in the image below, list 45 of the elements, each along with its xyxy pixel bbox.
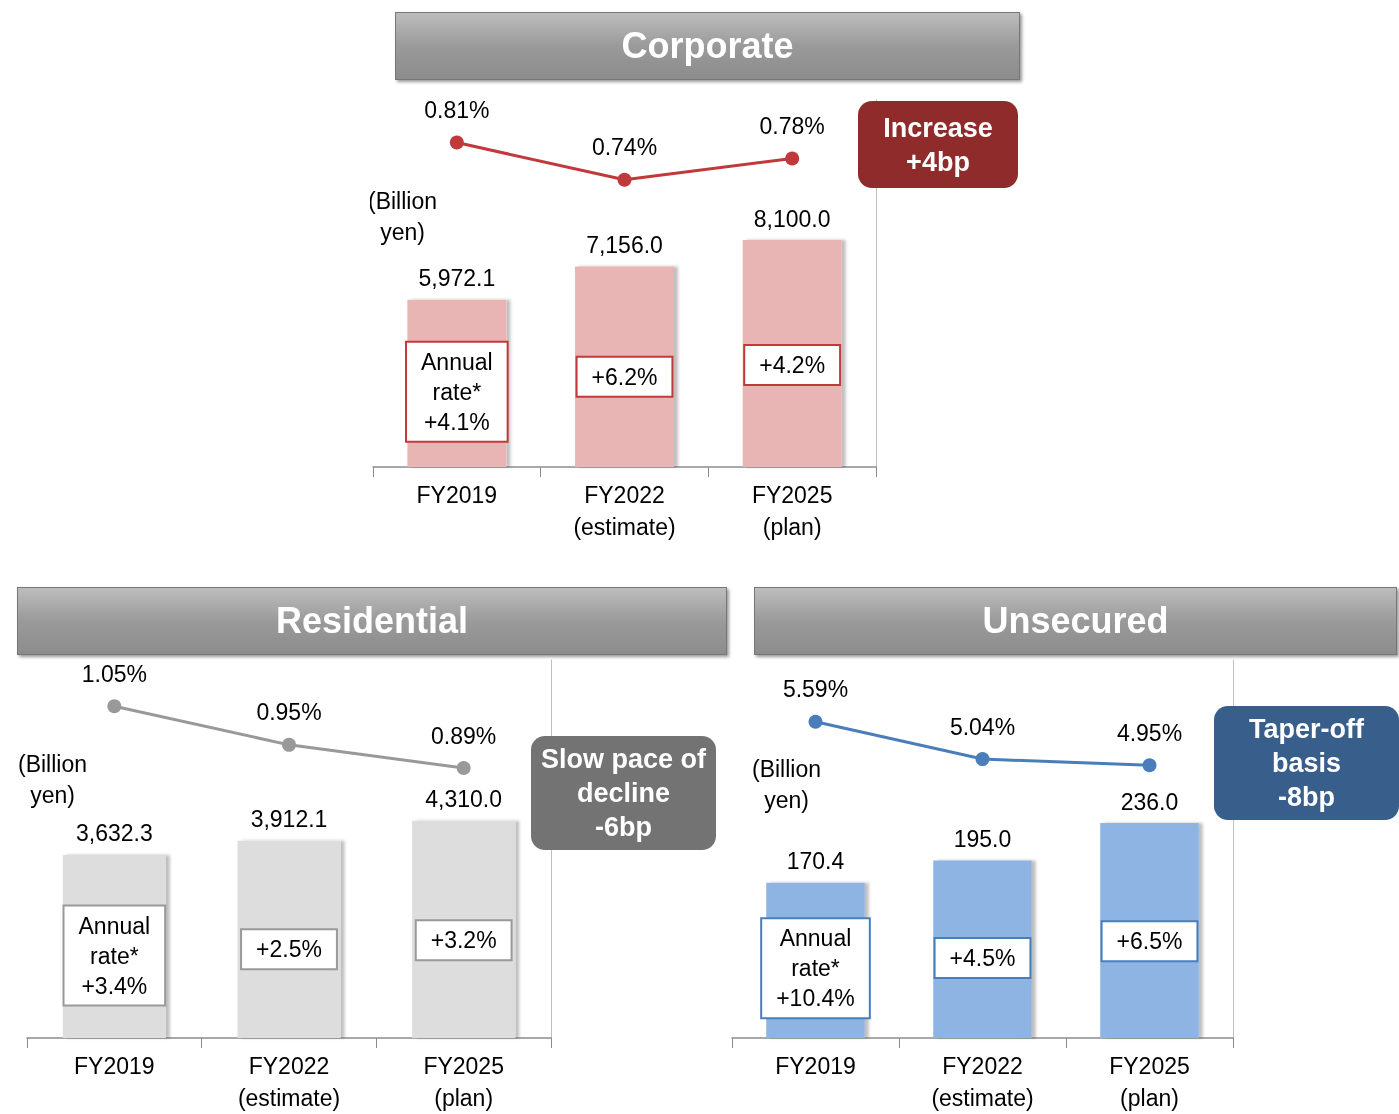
x-tick-label: FY2022 (estimate) <box>931 1053 1034 1111</box>
y-axis-title: (Billion yen) <box>18 750 88 808</box>
data-label: 195.0 <box>953 825 1012 852</box>
data-label: 8,100.0 <box>753 205 831 232</box>
data-label: 1.05% <box>81 660 147 687</box>
y-axis-title: (Billion yen) <box>752 755 822 813</box>
data-label: 0.78% <box>759 113 825 140</box>
data-label: 5,972.1 <box>418 265 496 292</box>
x-tick-label: FY2025 (plan) <box>1109 1053 1190 1111</box>
data-label: 5.04% <box>949 713 1016 740</box>
x-tick-label: FY2022 (estimate) <box>573 482 676 540</box>
annotation: Annual rate* +3.4% <box>78 912 151 999</box>
data-label: 0.95% <box>256 699 322 726</box>
data-label: 5.59% <box>782 676 849 703</box>
annotation: +6.5% <box>1116 928 1183 955</box>
data-label: 0.81% <box>424 97 490 124</box>
data-label: 170.4 <box>786 848 845 875</box>
data-label: 4.95% <box>1116 719 1183 746</box>
x-tick-label: FY2019 <box>775 1053 856 1079</box>
x-tick-label: FY2022 (estimate) <box>237 1053 341 1111</box>
data-label: 3,912.1 <box>250 806 328 833</box>
annotation: +4.5% <box>949 945 1016 972</box>
data-label: 4,310.0 <box>425 786 503 813</box>
annotation: Annual rate* +4.1% <box>421 348 493 435</box>
y-axis-title: (Billion yen) <box>368 187 438 245</box>
annotation: Annual rate* +10.4% <box>776 925 855 1012</box>
text: Increase +4bp <box>858 101 1018 188</box>
data-label: 0.89% <box>431 722 497 749</box>
annotation: +3.2% <box>430 927 497 954</box>
text: Taper-off basis -8bp <box>1214 706 1399 820</box>
chart-title: Residential <box>17 587 727 655</box>
data-label: 0.74% <box>591 134 658 161</box>
data-label: 7,156.0 <box>586 232 663 259</box>
annotation: +6.2% <box>591 363 658 390</box>
data-label: 236.0 <box>1120 788 1179 815</box>
annotation: +2.5% <box>256 936 322 963</box>
data-label: 3,632.3 <box>75 820 153 847</box>
x-tick-label: FY2025 (plan) <box>423 1053 504 1111</box>
chart-title: Corporate <box>395 12 1020 80</box>
chart-title: Unsecured <box>754 587 1397 655</box>
x-tick-label: FY2019 <box>416 482 498 508</box>
annotation: Slow pace of decline -6bp <box>531 736 716 850</box>
x-tick-label: FY2025 (plan) <box>751 482 833 540</box>
annotation: +4.2% <box>759 351 826 378</box>
x-tick-label: FY2019 <box>74 1053 155 1079</box>
